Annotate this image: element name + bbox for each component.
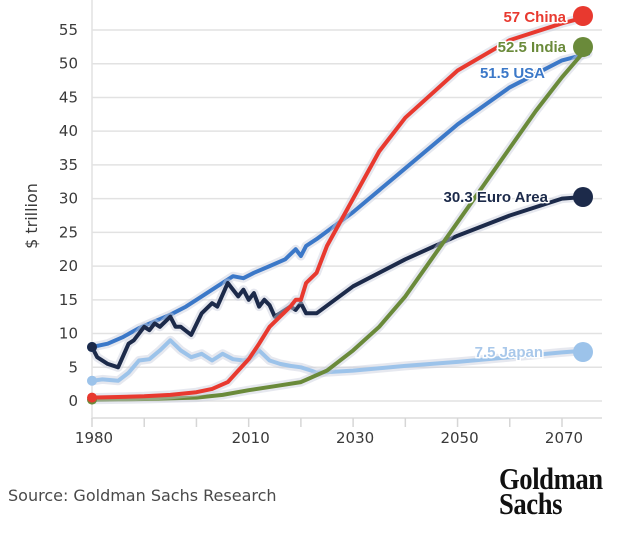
y-tick-label: 15 (59, 291, 78, 309)
x-tick-label: 2030 (336, 429, 374, 447)
goldman-sachs-logo: Goldman Sachs (499, 461, 603, 521)
y-tick-label: 50 (59, 55, 78, 73)
y-tick-label: 35 (59, 156, 78, 174)
y-tick-label: 0 (68, 392, 78, 410)
series-label-china: 57 China (503, 9, 566, 26)
series-end-marker-india (573, 37, 593, 57)
series-start-point-japan (87, 375, 97, 386)
y-tick-label: 20 (59, 257, 78, 275)
series-start-point-euro-area (87, 342, 97, 353)
series-line-india (90, 44, 591, 402)
series-lines (87, 12, 593, 405)
series-end-markers (87, 6, 593, 405)
series-end-marker-china (573, 6, 593, 26)
series-label-euro-area: 30.3 Euro Area (444, 189, 549, 206)
series-line-china (90, 14, 591, 400)
x-tick-label: 2070 (545, 429, 583, 447)
y-tick-label: 40 (59, 122, 78, 140)
logo-line-2: Sachs (499, 486, 563, 521)
y-tick-label: 10 (59, 325, 78, 343)
series-line-usa (90, 51, 591, 349)
y-tick-label: 5 (68, 358, 78, 376)
series-line-euro-area (90, 194, 591, 370)
x-tick-label: 1980 (75, 429, 113, 447)
source-note: Source: Goldman Sachs Research (8, 486, 277, 505)
logo-line-1: Goldman (499, 461, 603, 496)
series-start-point-china (87, 392, 97, 403)
y-tick-label: 25 (59, 223, 78, 241)
series-end-marker-euro-area (573, 187, 593, 207)
y-axis-label: $ trillion (22, 183, 41, 249)
series-line-japan (90, 338, 591, 383)
x-tick-label: 2050 (440, 429, 478, 447)
series-end-marker-japan (573, 342, 593, 362)
grid-lines (92, 29, 602, 402)
y-tick-label: 55 (59, 21, 78, 39)
y-tick-label: 30 (59, 190, 78, 208)
series-labels: 51.5 USA 57 China 52.5 India 30.3 Euro Area… (442, 8, 568, 363)
series-label-japan: 7.5 Japan (475, 344, 543, 361)
x-tick-label: 2010 (232, 429, 270, 447)
series-label-india: 52.5 India (498, 39, 567, 56)
gdp-projection-chart: 0 5 10 15 20 25 30 35 40 45 50 55 1980 2010 2030 2050 20… (22, 0, 602, 447)
y-tick-label: 45 (59, 88, 78, 106)
series-label-usa: 51.5 USA (480, 65, 545, 82)
